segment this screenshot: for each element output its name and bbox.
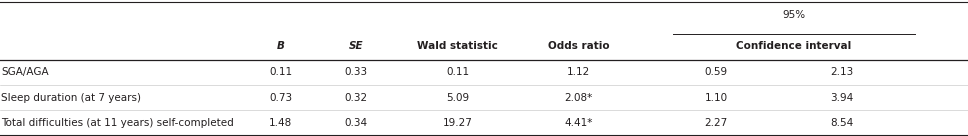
Text: 0.32: 0.32 — [345, 93, 368, 103]
Text: 0.11: 0.11 — [446, 67, 469, 77]
Text: Wald statistic: Wald statistic — [417, 41, 499, 51]
Text: Confidence interval: Confidence interval — [736, 41, 852, 51]
Text: 1.48: 1.48 — [269, 118, 292, 128]
Text: 95%: 95% — [782, 10, 805, 20]
Text: B: B — [277, 41, 285, 51]
Text: 0.59: 0.59 — [705, 67, 728, 77]
Text: 3.94: 3.94 — [831, 93, 854, 103]
Text: 1.10: 1.10 — [705, 93, 728, 103]
Text: 2.13: 2.13 — [831, 67, 854, 77]
Text: SE: SE — [348, 41, 364, 51]
Text: 2.27: 2.27 — [705, 118, 728, 128]
Text: 0.73: 0.73 — [269, 93, 292, 103]
Text: 2.08*: 2.08* — [564, 93, 593, 103]
Text: 0.34: 0.34 — [345, 118, 368, 128]
Text: 1.12: 1.12 — [567, 67, 590, 77]
Text: Sleep duration (at 7 years): Sleep duration (at 7 years) — [1, 93, 141, 103]
Text: 8.54: 8.54 — [831, 118, 854, 128]
Text: 4.41*: 4.41* — [564, 118, 593, 128]
Text: 5.09: 5.09 — [446, 93, 469, 103]
Text: Total difficulties (at 11 years) self-completed: Total difficulties (at 11 years) self-co… — [1, 118, 233, 128]
Text: Odds ratio: Odds ratio — [548, 41, 610, 51]
Text: 0.33: 0.33 — [345, 67, 368, 77]
Text: 0.11: 0.11 — [269, 67, 292, 77]
Text: SGA/AGA: SGA/AGA — [1, 67, 48, 77]
Text: 19.27: 19.27 — [443, 118, 472, 128]
